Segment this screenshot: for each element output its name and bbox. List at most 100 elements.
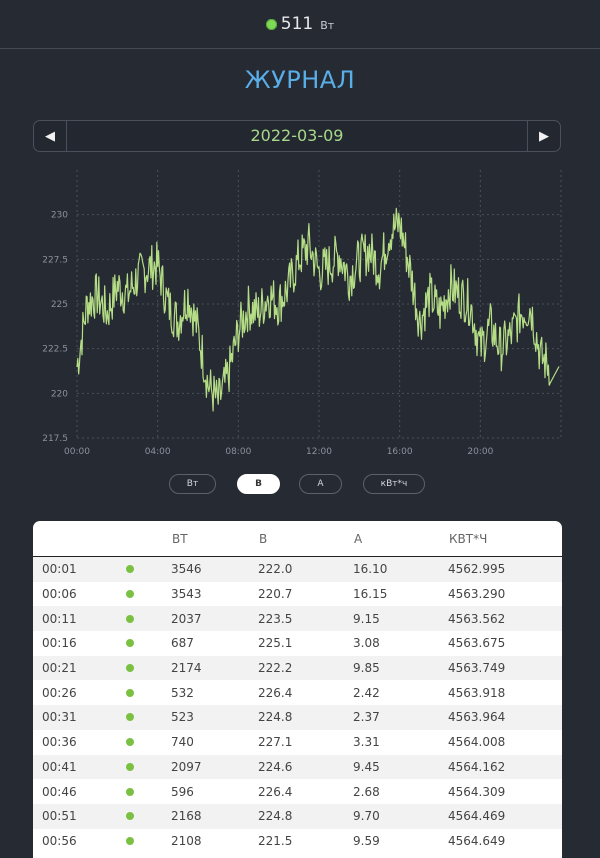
cell-watts: 596 (171, 779, 258, 804)
cell-watts: 2108 (171, 828, 258, 854)
table-row: 00:21 2174 222.2 9.85 4563.749 (33, 655, 562, 681)
status-dot-icon (126, 787, 134, 796)
cell-kwh: 4564.469 (448, 803, 562, 829)
y-tick-label: 220 (51, 389, 68, 399)
cell-watts: 740 (171, 729, 258, 755)
next-date-button[interactable]: ▶ (527, 121, 560, 151)
date-navigator: ◀ 2022-03-09 ▶ (33, 120, 561, 152)
table-row: 00:06 3543 220.7 16.15 4563.290 (33, 581, 562, 607)
voltage-series-line (76, 207, 560, 412)
status-cell (126, 779, 171, 804)
y-tick-label: 225 (51, 300, 68, 310)
toggle-kwh[interactable]: кВт*ч (363, 474, 425, 494)
toggle-watts[interactable]: Вт (169, 474, 216, 494)
cell-volts: 224.8 (258, 705, 353, 730)
header-status (126, 521, 171, 557)
x-tick-label: 08:00 (225, 447, 251, 457)
cell-watts: 2097 (171, 754, 258, 780)
page-title: ЖУРНАЛ (244, 66, 356, 94)
cell-time: 00:21 (33, 655, 126, 681)
y-tick-label: 230 (51, 211, 68, 221)
table-row: 00:16 687 225.1 3.08 4563.675 (33, 631, 562, 656)
cell-amps: 9.85 (353, 655, 448, 681)
status-dot-icon (126, 812, 134, 821)
status-dot-icon (265, 18, 277, 30)
cell-volts: 222.2 (258, 655, 353, 681)
x-tick-label: 12:00 (306, 447, 332, 457)
cell-kwh: 4564.008 (448, 729, 562, 755)
cell-time: 00:36 (33, 729, 126, 755)
cell-amps: 16.15 (353, 581, 448, 607)
right-arrow-icon: ▶ (539, 128, 549, 144)
toggle-amps[interactable]: А (299, 474, 342, 494)
x-tick-label: 20:00 (467, 447, 493, 457)
table-row: 00:56 2108 221.5 9.59 4564.649 (33, 828, 562, 854)
status-dot-icon (126, 664, 134, 673)
cell-volts: 220.7 (258, 581, 353, 607)
current-power: 511 Вт (265, 14, 335, 34)
y-tick-label: 222.5 (42, 345, 68, 355)
cell-volts: 226.4 (258, 680, 353, 706)
cell-amps: 9.70 (353, 803, 448, 829)
cell-amps: 2.68 (353, 779, 448, 804)
status-dot-icon (126, 738, 134, 747)
voltage-chart: 217.5 220 222.5 225 227.5 230 00:00 04:00 08:00 1… (42, 170, 562, 457)
cell-watts: 2037 (171, 606, 258, 632)
cell-amps: 2.42 (353, 680, 448, 706)
log-table-panel: ВТ В А КВТ*Ч 00:01 3546 222.0 16.10 4562.995… (33, 521, 562, 858)
prev-date-button[interactable]: ◀ (34, 121, 67, 151)
header-volts: В (258, 521, 353, 557)
cell-time: 00:41 (33, 754, 126, 780)
table-row: 00:01 3546 222.0 16.10 4562.995 (33, 556, 562, 582)
cell-watts: 687 (171, 631, 258, 656)
status-cell (126, 729, 171, 755)
x-tick-label: 04:00 (145, 447, 171, 457)
cell-amps: 2.37 (353, 705, 448, 730)
cell-watts: 523 (171, 705, 258, 730)
status-dot-icon (126, 565, 134, 574)
status-cell (126, 828, 171, 854)
status-dot-icon (126, 688, 134, 697)
power-value: 511 (280, 14, 314, 34)
cell-kwh: 4564.649 (448, 828, 562, 854)
status-cell (126, 581, 171, 607)
table-row: 00:36 740 227.1 3.31 4564.008 (33, 729, 562, 755)
cell-volts: 227.1 (258, 729, 353, 755)
status-cell (126, 606, 171, 632)
current-date[interactable]: 2022-03-09 (250, 126, 344, 145)
cell-kwh: 4563.675 (448, 631, 562, 656)
cell-kwh: 4563.749 (448, 655, 562, 681)
table-row: 00:11 2037 223.5 9.15 4563.562 (33, 606, 562, 632)
cell-volts: 222.0 (258, 556, 353, 582)
cell-kwh: 4563.964 (448, 705, 562, 730)
cell-time: 00:06 (33, 581, 126, 607)
cell-volts: 224.6 (258, 754, 353, 780)
cell-kwh: 4564.162 (448, 754, 562, 780)
left-arrow-icon: ◀ (45, 128, 55, 144)
toggle-volts[interactable]: В (237, 474, 280, 494)
table-row: 00:31 523 224.8 2.37 4563.964 (33, 705, 562, 730)
status-cell (126, 631, 171, 656)
status-cell (126, 655, 171, 681)
cell-kwh: 4563.290 (448, 581, 562, 607)
x-tick-label: 00:00 (64, 447, 90, 457)
cell-watts: 3543 (171, 581, 258, 607)
cell-volts: 225.1 (258, 631, 353, 656)
cell-watts: 2168 (171, 803, 258, 829)
power-unit: Вт (320, 19, 335, 32)
status-dot-icon (126, 836, 134, 845)
cell-amps: 3.31 (353, 729, 448, 755)
log-table: ВТ В А КВТ*Ч 00:01 3546 222.0 16.10 4562.995… (33, 521, 562, 854)
status-cell (126, 705, 171, 730)
cell-time: 00:26 (33, 680, 126, 706)
cell-amps: 9.45 (353, 754, 448, 780)
header-watts: ВТ (171, 521, 258, 557)
status-cell (126, 556, 171, 582)
cell-watts: 3546 (171, 556, 258, 582)
cell-watts: 2174 (171, 655, 258, 681)
cell-time: 00:11 (33, 606, 126, 632)
status-cell (126, 803, 171, 829)
cell-volts: 224.8 (258, 803, 353, 829)
cell-time: 00:31 (33, 705, 126, 730)
status-cell (126, 680, 171, 706)
